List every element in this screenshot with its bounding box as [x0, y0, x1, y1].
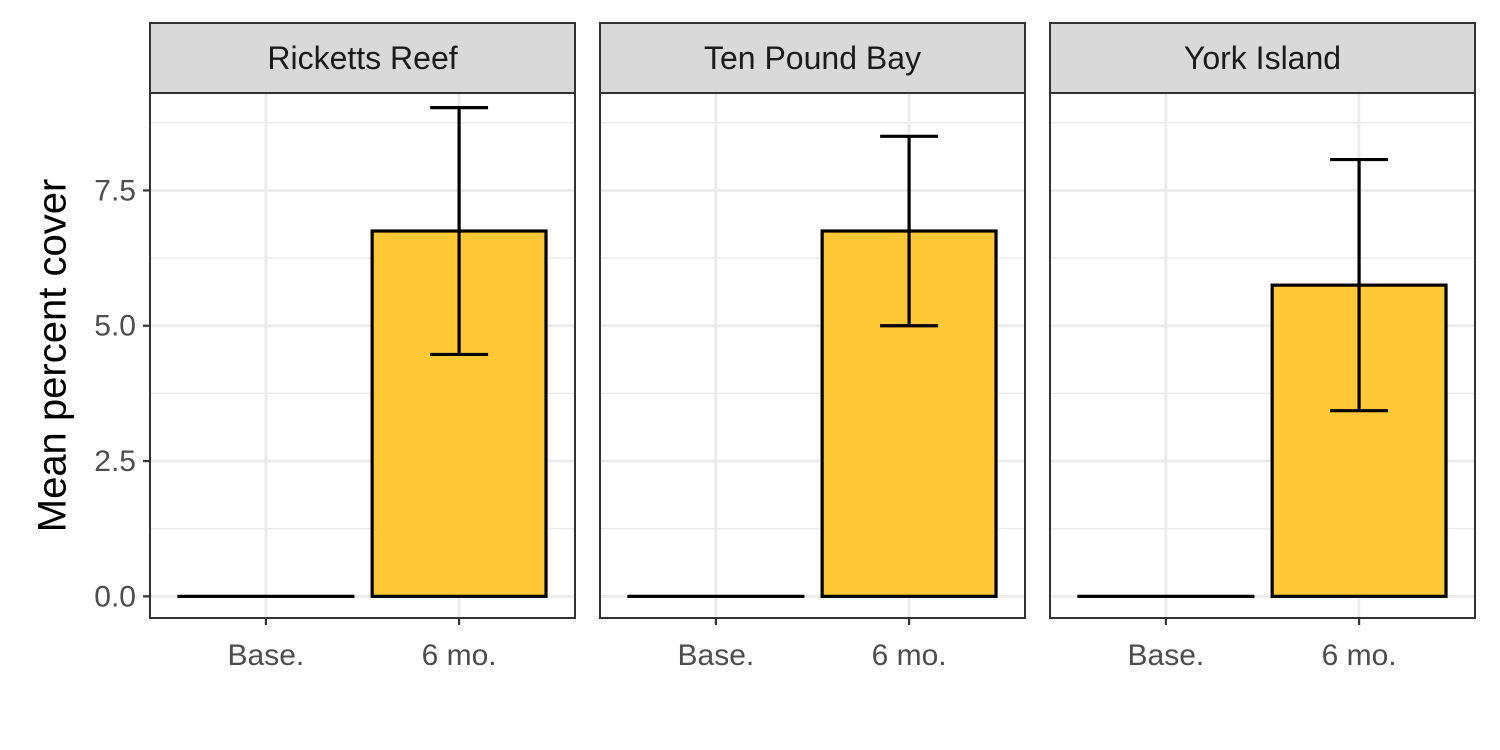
- panel-border: [599, 92, 1026, 619]
- panel-border: [149, 92, 576, 619]
- x-tick-label: 6 mo.: [872, 639, 947, 672]
- y-axis-title-group: Mean percent cover: [31, 179, 75, 533]
- x-tick-label: Base.: [1128, 639, 1205, 672]
- y-axis-title: Mean percent cover: [31, 179, 75, 533]
- x-tick-label: 6 mo.: [422, 639, 497, 672]
- x-tick-label: Base.: [228, 639, 305, 672]
- facet-panel-0: Ricketts Reef Base. 6 mo.: [149, 22, 576, 672]
- y-tick-label: 2.5: [94, 445, 136, 478]
- facet-strip-label: Ricketts Reef: [267, 40, 457, 76]
- facet-strip-label: Ten Pound Bay: [704, 40, 921, 76]
- y-tick-label: 7.5: [94, 174, 136, 207]
- y-axis: 0.0 2.5 5.0 7.5: [94, 174, 150, 613]
- facet-strip: [149, 22, 576, 94]
- facet-strip-label: York Island: [1184, 40, 1341, 76]
- facet-panels: Ricketts Reef Base. 6 mo. Ten Pound Bay Base…: [149, 22, 1476, 672]
- y-tick-label: 0.0: [94, 580, 136, 613]
- panel-border: [1049, 92, 1476, 619]
- x-tick-label: 6 mo.: [1322, 639, 1397, 672]
- error-bar: [430, 106, 489, 357]
- facet-panel-1: Ten Pound Bay Base. 6 mo.: [599, 22, 1026, 672]
- facet-strip: [599, 22, 1026, 94]
- facet-panel-2: York Island Base. 6 mo.: [1049, 22, 1476, 672]
- y-tick-label: 5.0: [94, 310, 136, 343]
- error-bar: [880, 134, 939, 328]
- error-bar: [1330, 157, 1389, 413]
- x-tick-label: Base.: [678, 639, 755, 672]
